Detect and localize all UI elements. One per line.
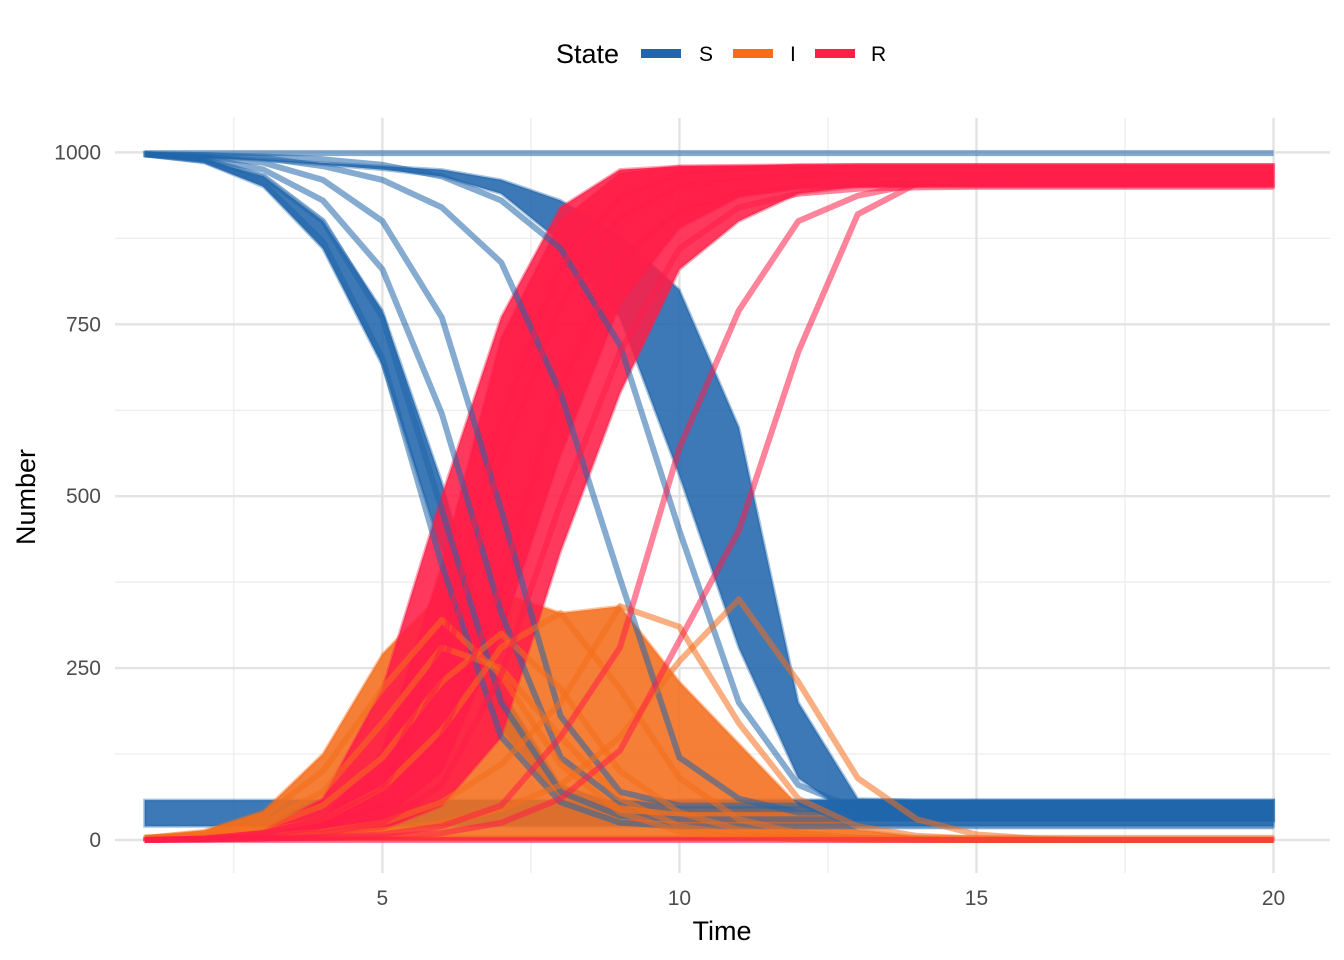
legend-swatch-s [641, 49, 681, 58]
legend-swatch-i [733, 49, 773, 58]
legend-title: State [556, 39, 619, 69]
x-tick-label-2: 15 [965, 887, 988, 910]
x-tick-label-3: 20 [1262, 887, 1285, 910]
series-line-s-2 [144, 151, 1274, 830]
legend: State S I R [556, 39, 886, 69]
y-tick-label-2: 500 [66, 485, 101, 508]
legend-swatch-r [815, 49, 855, 58]
x-axis-title: Time [693, 916, 752, 946]
y-tick-label-3: 750 [66, 313, 101, 336]
y-tick-label-4: 1000 [54, 141, 101, 164]
legend-label-r: R [871, 43, 886, 66]
series-line-r-16 [144, 163, 1274, 843]
y-tick-label-1: 250 [66, 657, 101, 680]
y-tick-label-0: 0 [89, 829, 101, 852]
series-line-s-1 [144, 151, 1274, 813]
legend-label-s: S [699, 43, 713, 66]
legend-label-i: I [790, 43, 796, 66]
y-axis-title: Number [11, 449, 41, 545]
series-line-s-5 [144, 151, 1274, 816]
y-axis-ticks: 0 250 500 750 1000 [54, 141, 101, 852]
series-lines [144, 150, 1274, 843]
x-axis-ticks: 5 10 15 20 [377, 887, 1286, 910]
series-line-s-3 [144, 151, 1274, 809]
x-tick-label-1: 10 [668, 887, 691, 910]
series-line-r-17 [144, 183, 1274, 843]
series-line-r-15 [144, 180, 1274, 843]
x-tick-label-0: 5 [377, 887, 389, 910]
